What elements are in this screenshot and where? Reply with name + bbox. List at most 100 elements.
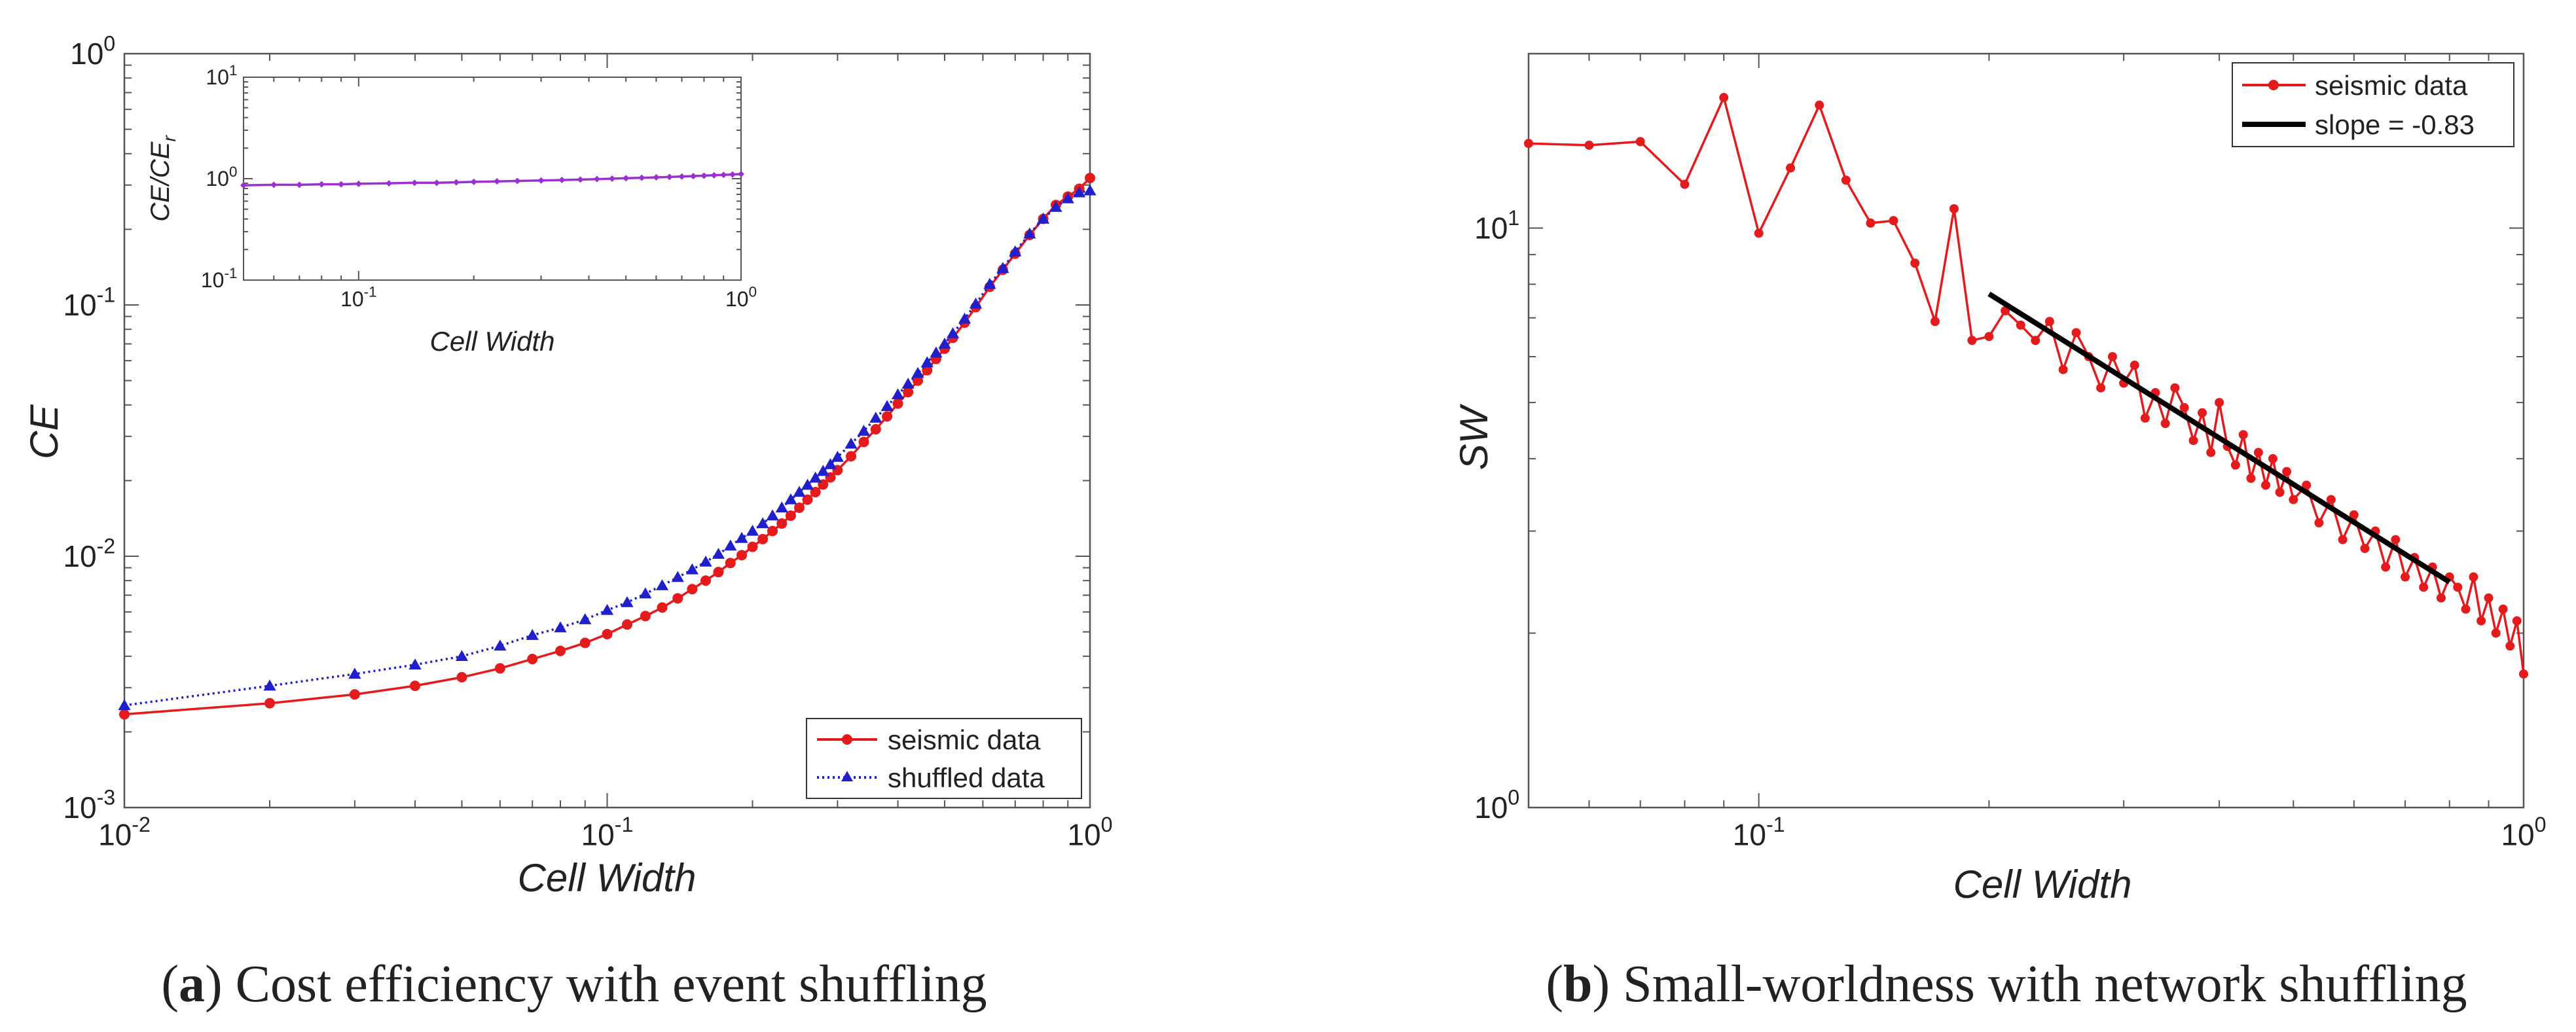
y-tick-label: 10-1 — [63, 283, 115, 322]
panel-a-series-1-point — [938, 337, 951, 349]
panel-a-series-1-point — [891, 388, 905, 400]
panel-b-series-0-point — [2130, 361, 2139, 370]
panel-a-series-1-point — [621, 596, 634, 607]
panel-a-series-1-point — [712, 548, 725, 559]
panel-b-series-0-point — [1949, 204, 1959, 213]
panel-b-series-0-point — [2058, 365, 2068, 374]
panel-a-series-1-point — [901, 378, 915, 389]
y-tick-label: 100 — [70, 31, 115, 71]
panel-a-series-1-point — [766, 509, 779, 521]
panel-a-series-0-point — [802, 494, 813, 505]
panel-a-inset-series-0-point — [700, 172, 708, 179]
panel-b-series-0-point — [2289, 495, 2298, 505]
panel-a-series-1-point — [801, 478, 814, 490]
panel-a-series-1-point — [920, 356, 934, 368]
panel-a-series-0-point — [903, 387, 914, 398]
panel-a-series-1-point — [655, 579, 669, 590]
panel-a-series-0-point — [672, 593, 683, 604]
panel-a-inset-series-0-point — [729, 171, 736, 178]
panel-a-series-0-point — [527, 654, 538, 665]
panel-b-series-0-point — [2215, 398, 2224, 408]
panel-a-series-1-point — [1009, 245, 1022, 257]
panel-b-series-0-point — [2491, 628, 2501, 638]
y-tick-label: 100 — [1474, 785, 1519, 825]
panel-a-series-0-point — [725, 558, 736, 569]
panel-a-series-1-point — [775, 501, 788, 513]
panel-a-inset-series-0-point — [318, 181, 325, 188]
panel-a-series-1-point — [455, 650, 469, 662]
panel-a-series-0-line — [124, 177, 1091, 716]
panel-a-series-0-point — [858, 436, 869, 448]
y-tick-label: 101 — [1474, 206, 1519, 245]
x-tick-label: 10-1 — [581, 813, 634, 852]
panel-a-series-0-point — [657, 602, 668, 613]
panel-a-series-0-point — [846, 451, 857, 462]
panel-a-series-1-line — [124, 189, 1091, 707]
panel-a-series-1-point — [1036, 212, 1050, 224]
panel-b-x-axis-label: Cell Width — [1953, 863, 2132, 906]
panel-a-series-0-point — [870, 424, 881, 435]
panel-b-series-0-point — [2498, 604, 2508, 614]
panel-b-series-0-point — [2170, 383, 2180, 393]
panel-a-inset-series-0-point — [240, 182, 247, 189]
panel-a-inset-series-0-point — [433, 179, 441, 187]
y-tick-label: 10-2 — [63, 534, 115, 573]
panel-b-series-0-point — [1719, 93, 1729, 103]
panel-b-series-0-point — [2302, 480, 2312, 490]
panel-a-series-0-point — [700, 575, 712, 586]
panel-a-series-0-point — [555, 645, 566, 656]
panel-b-series-0-point — [2282, 467, 2292, 476]
panel-a-y-axis-label: CE — [22, 404, 66, 459]
panel-b-series-0-point — [2107, 351, 2117, 361]
y-tick-label: 10-3 — [63, 785, 115, 825]
panel-a-series-1-point — [348, 667, 361, 679]
panel-a-inset-frame — [243, 77, 742, 281]
panel-b-series-0-point — [1524, 139, 1533, 149]
panel-a-series-1-point — [793, 486, 806, 497]
panel-a-series-1-point — [685, 563, 698, 575]
panel-a-series-1-point — [983, 277, 996, 289]
panel-a-series-1-point — [699, 555, 712, 567]
panel-b-series-0-point — [2349, 510, 2359, 520]
panel-a-series-0-point — [747, 541, 758, 552]
x-tick-label: 100 — [2501, 813, 2546, 852]
legend-a-shuffled-label: shuffled data — [888, 762, 1045, 793]
panel-a-inset-x-axis-label: Cell Width — [429, 326, 554, 357]
panel-a-series-1-point — [408, 658, 422, 670]
panel-b-series-0-point — [1984, 332, 1994, 342]
panel-a-series-0-point — [922, 365, 933, 376]
panel-b-series-0-point — [2253, 448, 2263, 457]
panel-b-series-0-point — [2206, 448, 2216, 457]
panel-a-series-1-point — [969, 297, 983, 309]
panel-a-series-0-point — [736, 550, 748, 561]
panel-a-series-1-point — [263, 679, 276, 691]
panel-a-series-1-point — [554, 621, 567, 633]
panel-a-series-0-point — [622, 619, 633, 630]
panel-a-series-0-point — [687, 584, 698, 595]
x-tick-label: 10-2 — [98, 813, 151, 852]
panel-b-series-0-point — [2314, 518, 2324, 527]
panel-b-series-0-point — [2338, 535, 2348, 544]
panel-b-series-0-point — [2268, 454, 2277, 463]
legend-b-seismic-label: seismic data — [2315, 70, 2468, 101]
panel-b-series-0-point — [2436, 593, 2446, 603]
panel-a-series-1-point — [857, 425, 871, 436]
panel-a-series — [118, 173, 1097, 720]
panel-a-inset-series-0-point — [690, 173, 697, 180]
panel-b-series-0-point — [1815, 100, 1824, 110]
panel-a-series-1-point — [869, 412, 882, 423]
panel-a-series-0-point — [602, 628, 613, 639]
panel-a-inset-series-0-point — [558, 177, 566, 184]
panel-b-series-0-point — [2238, 430, 2248, 440]
panel-b-series-0-point — [2381, 562, 2391, 572]
panel-b-series-0-point — [2505, 641, 2515, 651]
panel-b-series-0-point — [2230, 460, 2240, 470]
panel-a-inset-series-0-point — [537, 177, 545, 184]
legend-b-slope-label: slope = -0.83 — [2315, 109, 2475, 140]
panel-b-series-0-point — [2419, 582, 2429, 592]
panel-a-series-1-point — [824, 458, 837, 469]
panel-a-series-0-point — [1085, 173, 1095, 184]
panel-b-caption-text: Small-worldness with network shuffling — [1610, 955, 2467, 1013]
panel-a-series-1-point — [526, 629, 539, 640]
